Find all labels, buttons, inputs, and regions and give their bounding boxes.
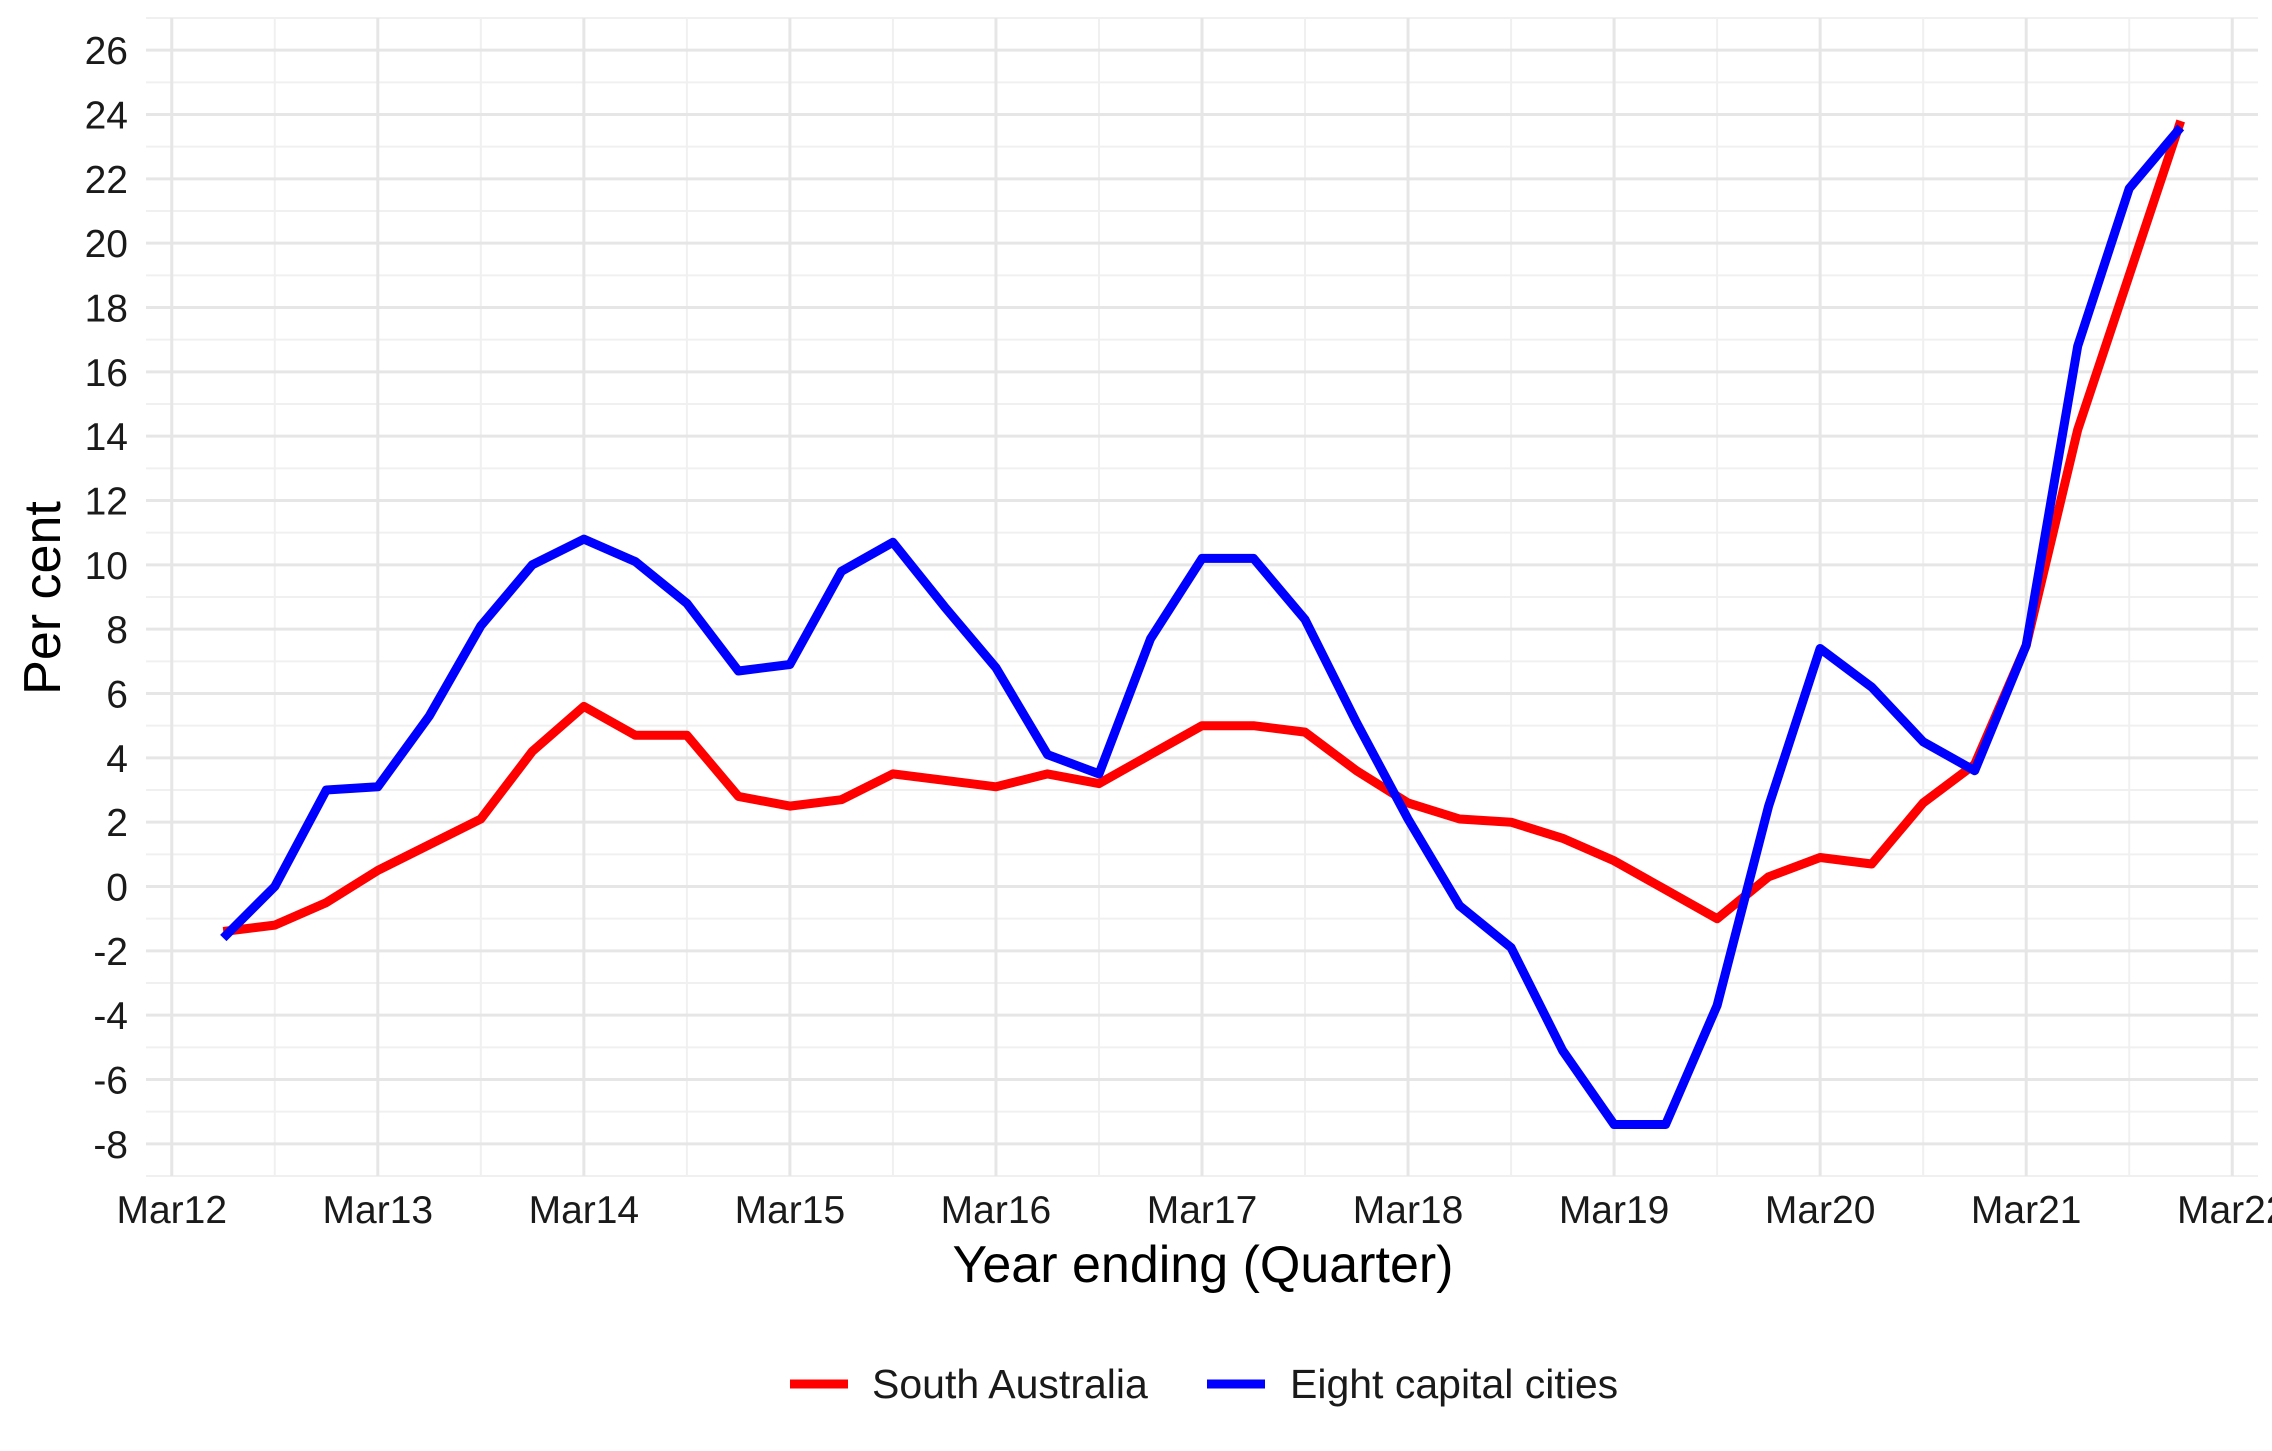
y-tick-label: 22 [85, 159, 128, 202]
y-tick-label: 12 [85, 481, 128, 524]
legend-label-eight-capital-cities: Eight capital cities [1290, 1361, 1618, 1407]
y-tick-label: 8 [106, 609, 128, 652]
x-tick-label: Mar14 [529, 1189, 640, 1232]
series-lines [220, 119, 2185, 1129]
y-tick-label: 6 [106, 674, 128, 717]
y-tick-label: 18 [85, 288, 128, 331]
x-tick-label: Mar15 [735, 1189, 846, 1232]
x-tick-label: Mar13 [323, 1189, 434, 1232]
gridlines [146, 17, 2258, 1177]
x-tick-label: Mar17 [1147, 1189, 1258, 1232]
y-tick-label: 16 [85, 352, 128, 395]
legend: South Australia Eight capital cities [790, 1361, 1618, 1407]
x-axis-ticks: Mar12 Mar13 Mar14 Mar15 Mar16 Mar17 Mar18 Mar19… [116, 1189, 2272, 1232]
y-tick-label: 26 [85, 30, 128, 73]
y-tick-label: -2 [93, 931, 128, 974]
x-tick-label: Mar20 [1765, 1189, 1876, 1232]
x-tick-label: Mar21 [1971, 1189, 2082, 1232]
x-tick-label: Mar22 [2177, 1189, 2272, 1232]
y-tick-label: 24 [85, 95, 128, 138]
x-tick-label: Mar16 [941, 1189, 1052, 1232]
y-tick-label: 0 [106, 867, 128, 910]
x-tick-label: Mar18 [1353, 1189, 1464, 1232]
y-tick-label: 10 [85, 545, 128, 588]
y-tick-label: -4 [93, 995, 128, 1038]
x-tick-label: Mar12 [116, 1189, 227, 1232]
y-axis-title: Per cent [14, 501, 72, 695]
y-tick-label: 4 [106, 738, 128, 781]
y-tick-label: -8 [93, 1124, 128, 1167]
y-tick-label: -6 [93, 1060, 128, 1103]
x-tick-label: Mar19 [1559, 1189, 1670, 1232]
legend-label-south-australia: South Australia [872, 1361, 1148, 1407]
x-axis-title: Year ending (Quarter) [952, 1236, 1453, 1294]
y-tick-label: 2 [106, 802, 128, 845]
y-tick-label: 20 [85, 223, 128, 266]
y-tick-label: 14 [85, 416, 128, 459]
